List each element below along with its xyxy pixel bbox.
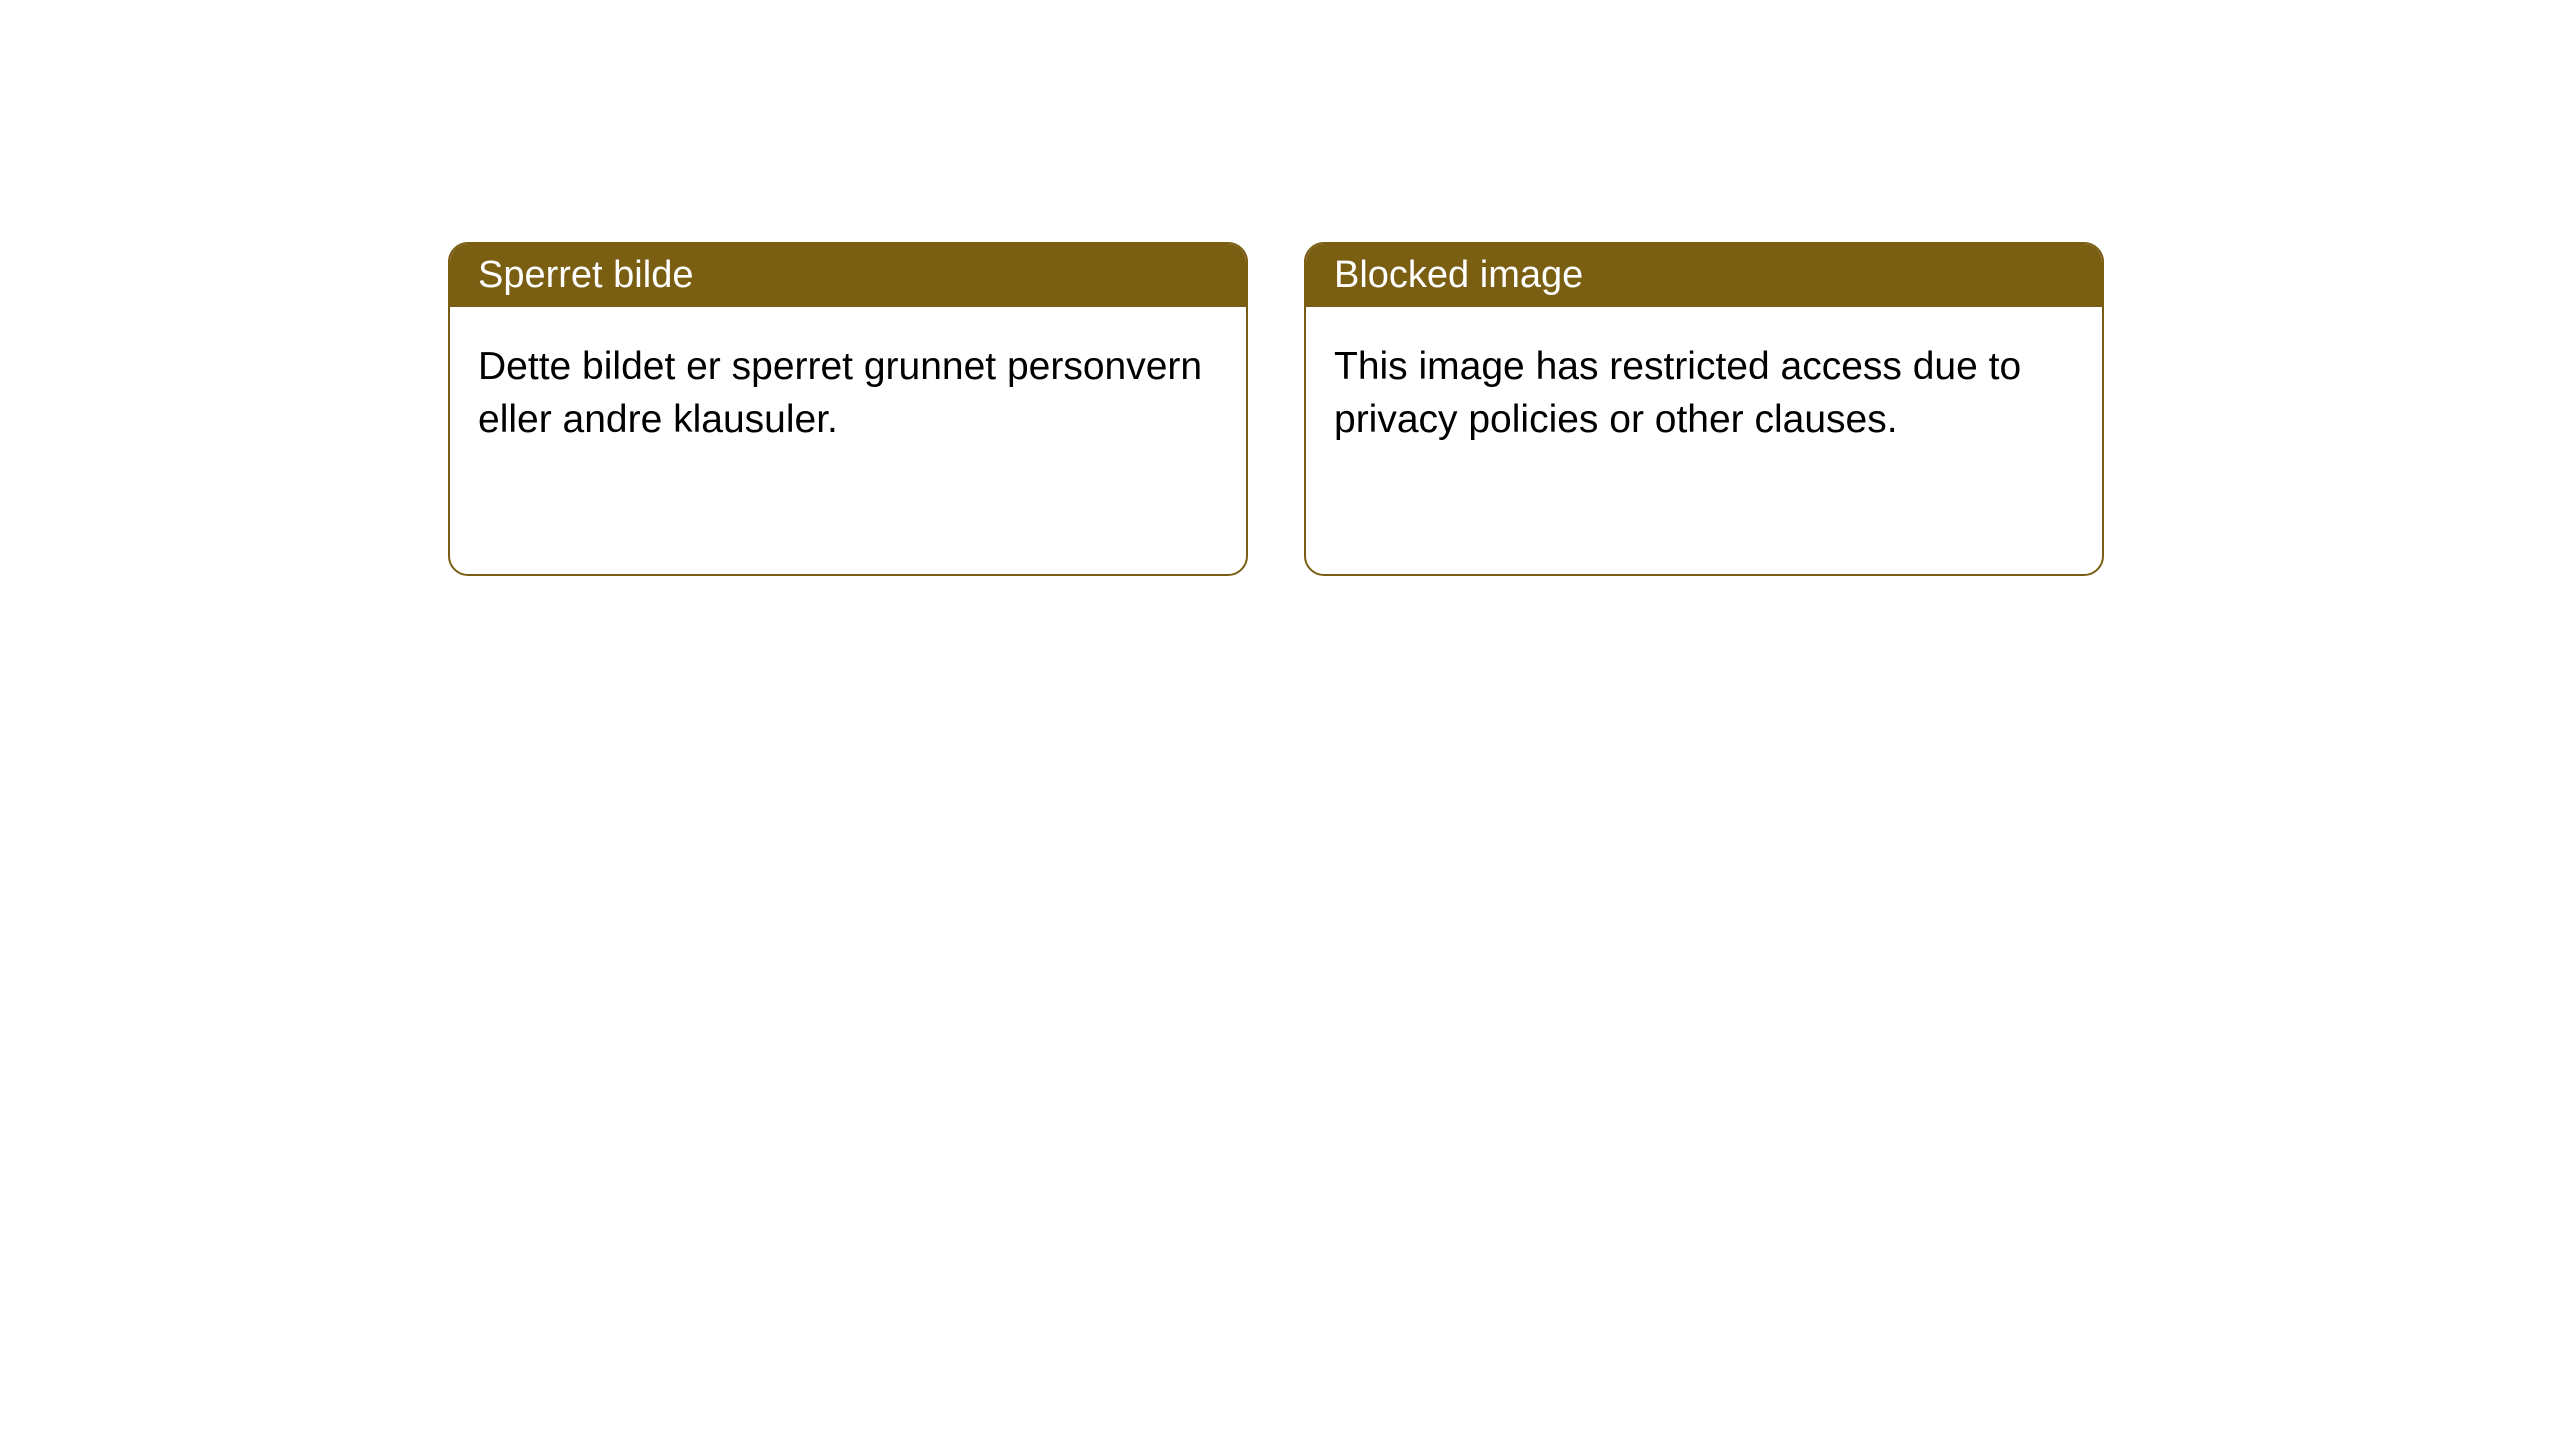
card-body: This image has restricted access due to … (1306, 307, 2102, 480)
notice-container: Sperret bilde Dette bildet er sperret gr… (0, 0, 2560, 576)
blocked-image-card-no: Sperret bilde Dette bildet er sperret gr… (448, 242, 1248, 576)
blocked-image-card-en: Blocked image This image has restricted … (1304, 242, 2104, 576)
card-body-text: Dette bildet er sperret grunnet personve… (478, 345, 1202, 441)
card-header-text: Blocked image (1334, 254, 1583, 296)
card-header: Blocked image (1306, 244, 2102, 307)
card-header-text: Sperret bilde (478, 254, 693, 296)
card-body-text: This image has restricted access due to … (1334, 345, 2021, 441)
card-body: Dette bildet er sperret grunnet personve… (450, 307, 1246, 480)
card-header: Sperret bilde (450, 244, 1246, 307)
